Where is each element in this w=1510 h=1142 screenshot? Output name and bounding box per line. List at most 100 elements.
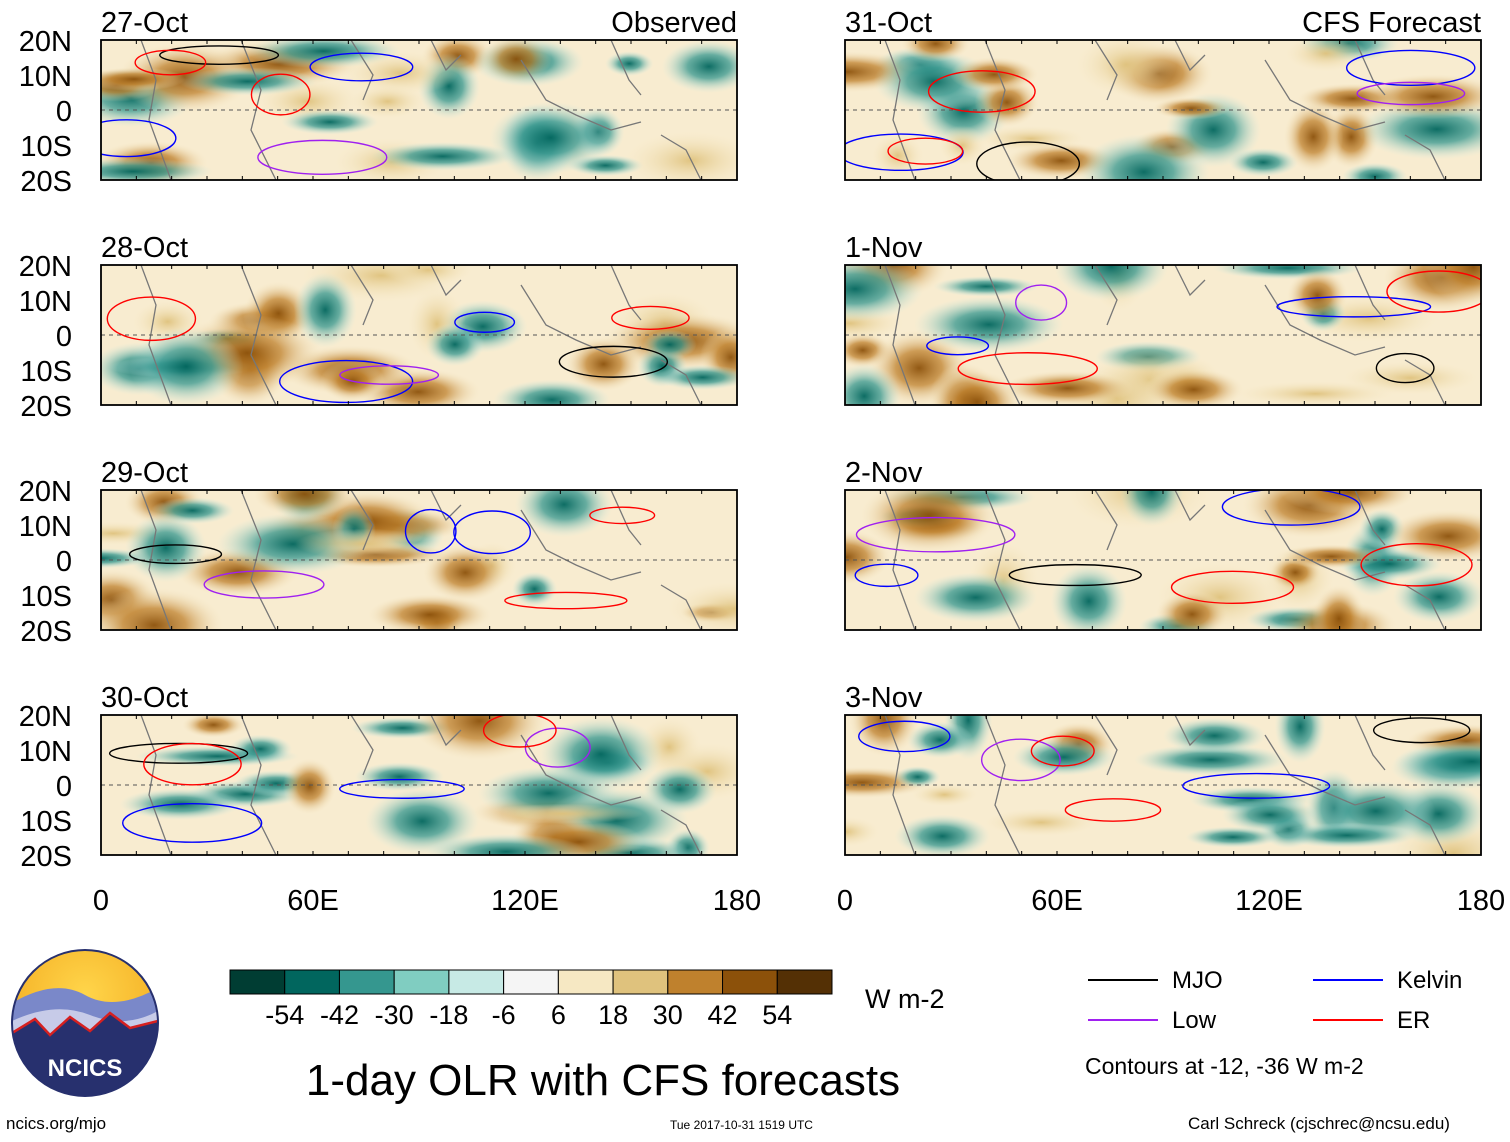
- anomaly-blob: [1000, 370, 1135, 405]
- anomaly-blob: [1143, 368, 1244, 405]
- anomaly-blob: [1054, 265, 1169, 302]
- low-contour: [1356, 81, 1466, 106]
- anomaly-blob: [911, 782, 978, 807]
- anomaly-blob: [1286, 268, 1349, 323]
- colorbar-tick-label: 30: [653, 1000, 683, 1030]
- kelvin-contour: [404, 508, 457, 554]
- olr-anomaly-field: [101, 715, 737, 855]
- anomaly-blob: [252, 490, 357, 518]
- kelvin-contour: [1182, 772, 1331, 799]
- anomaly-blob: [1050, 563, 1128, 630]
- anomaly-blob: [894, 814, 991, 855]
- colorbar-swatch: [338, 969, 395, 995]
- colorbar-unit: W m-2: [865, 984, 944, 1014]
- olr-panel-31-oct: 31-Oct CFS Forecast: [844, 7, 1482, 181]
- er-contour: [887, 137, 964, 165]
- lat-label: 20S: [20, 841, 72, 873]
- mjo-contour: [976, 141, 1081, 180]
- anomaly-blob: [216, 513, 370, 575]
- anomaly-blob: [514, 490, 614, 538]
- legend-note: Contours at -12, -36 W m-2: [1085, 1053, 1364, 1079]
- colorbar: -54 -42 -30 -18 -6 6 18 30 42 54 W m-2: [229, 969, 944, 1030]
- er-contour: [1170, 570, 1295, 605]
- mjo-contour: [128, 544, 223, 565]
- colorbar-tick-label: -54: [265, 1000, 304, 1030]
- lat-label: 20N: [19, 476, 72, 508]
- lat-label: 10S: [20, 356, 72, 388]
- kelvin-contour: [454, 311, 516, 333]
- anomaly-blob: [493, 379, 611, 405]
- lat-label: 10N: [19, 61, 72, 93]
- er-contour: [1064, 798, 1162, 822]
- anomaly-blob: [661, 40, 737, 93]
- anomaly-blob: [1235, 381, 1395, 405]
- anomaly-blob: [1075, 40, 1177, 97]
- anomaly-blob: [101, 67, 186, 92]
- footer-timestamp: Tue 2017-10-31 1519 UTC: [670, 1118, 813, 1132]
- colorbar-swatch: [284, 969, 340, 995]
- anomaly-blob: [623, 131, 737, 180]
- anomaly-blob: [871, 133, 924, 179]
- anomaly-blob: [1361, 73, 1481, 120]
- kelvin-contour: [453, 510, 532, 555]
- anomaly-blob: [906, 721, 974, 759]
- coastline: [884, 40, 1446, 180]
- anomaly-blob: [933, 370, 1022, 405]
- lon-label: 60E: [1031, 885, 1083, 917]
- anomaly-blob: [642, 764, 717, 814]
- anomaly-blob: [282, 758, 337, 815]
- low-contour: [339, 365, 440, 385]
- lat-label: 20S: [20, 616, 72, 648]
- anomaly-blob: [1281, 490, 1418, 515]
- legend-label-er: ER: [1397, 1007, 1430, 1034]
- er-contour: [1360, 543, 1473, 587]
- er-contour: [927, 70, 1036, 113]
- anomaly-blob: [101, 157, 214, 180]
- er-contour: [134, 49, 207, 76]
- olr-panel-2-nov: 2-Nov: [844, 457, 1482, 631]
- anomaly-blob: [410, 715, 549, 761]
- lon-label: 180: [713, 885, 761, 917]
- footer-website[interactable]: ncics.org/mjo: [6, 1114, 107, 1133]
- footer-credit: Carl Schreck (cjschrec@ncsu.edu): [1188, 1114, 1450, 1133]
- ncics-logo: NCICS: [11, 949, 159, 1097]
- anomaly-blob: [1077, 134, 1210, 180]
- anomaly-blob: [370, 141, 516, 171]
- anomaly-blob: [913, 296, 1064, 353]
- figure-title: 1-day OLR with CFS forecasts: [306, 1056, 900, 1105]
- kelvin-contour: [122, 803, 263, 843]
- lat-label: 20N: [19, 26, 72, 58]
- anomaly-blob: [342, 50, 459, 96]
- anomaly-blob: [480, 40, 552, 83]
- anomaly-blob: [900, 40, 971, 62]
- panel-date-label: 28-Oct: [101, 232, 188, 264]
- anomaly-blob: [845, 529, 892, 585]
- anomaly-blob: [1276, 822, 1418, 849]
- colorbar-tick-label: -18: [429, 1000, 468, 1030]
- observed-label: Observed: [611, 7, 737, 39]
- panel-date-label: 3-Nov: [845, 682, 923, 714]
- olr-panel-3-nov: 3-Nov: [844, 682, 1482, 856]
- panel-date-label: 29-Oct: [101, 457, 188, 489]
- kelvin-contour: [926, 336, 990, 356]
- mjo-contour: [1372, 717, 1471, 744]
- lat-label: 20N: [19, 701, 72, 733]
- panel-date-label: 2-Nov: [845, 457, 923, 489]
- legend-label-low: Low: [1172, 1007, 1217, 1034]
- anomaly-blob: [949, 56, 1039, 93]
- er-contour: [143, 742, 242, 786]
- anomaly-blob: [367, 593, 492, 630]
- anomaly-blob: [128, 327, 244, 405]
- anomaly-blob: [1311, 584, 1366, 630]
- anomaly-blob: [511, 571, 558, 607]
- legend-label-mjo: MJO: [1172, 967, 1223, 994]
- lat-label: 10N: [19, 286, 72, 318]
- anomaly-blob: [859, 490, 999, 554]
- anomaly-blob: [181, 715, 246, 738]
- olr-anomaly-field: [845, 40, 1481, 180]
- lon-label: 120E: [1235, 885, 1303, 917]
- legend-label-kelvin: Kelvin: [1397, 967, 1462, 994]
- olr-anomaly-field: [101, 490, 737, 630]
- low-contour: [1015, 284, 1068, 321]
